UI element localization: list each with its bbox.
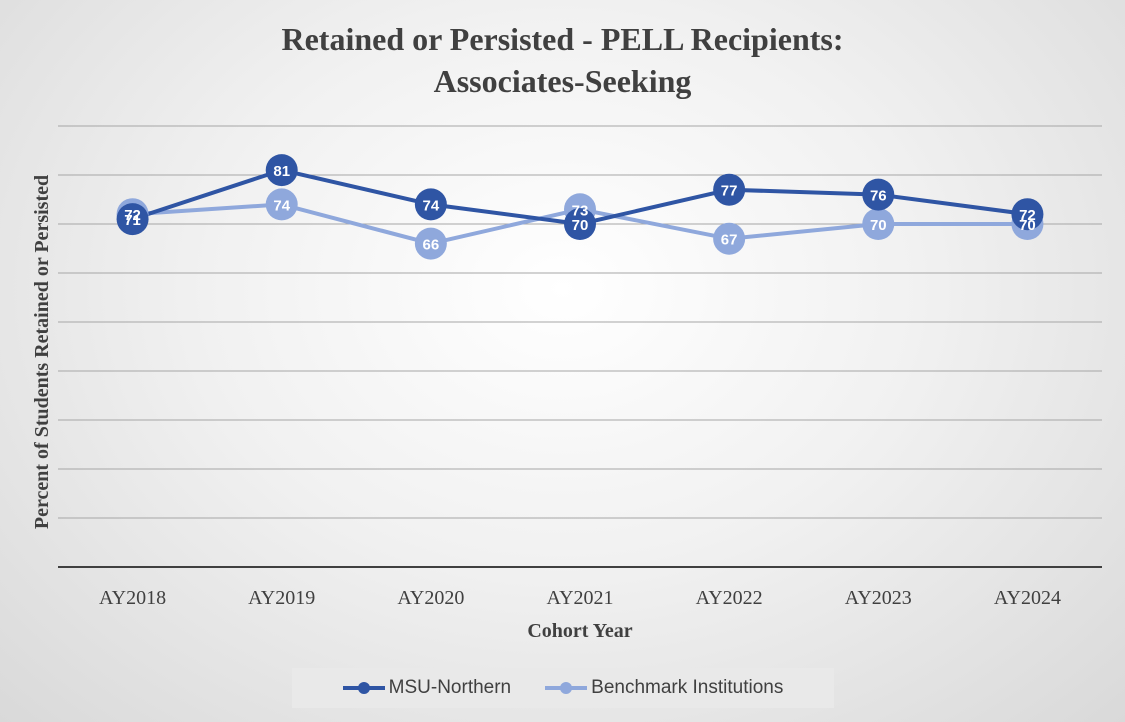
data-point-benchmark-institutions (862, 208, 895, 240)
data-label-msu-northern: 77 (721, 183, 738, 200)
data-point-msu-northern (116, 203, 149, 236)
x-tick-label: AY2022 (696, 587, 763, 609)
legend-swatch-benchmark-institutions (545, 682, 588, 694)
legend-item-msu-northern: MSU-Northern (342, 677, 512, 699)
data-point-msu-northern (862, 178, 895, 211)
x-tick-label: AY2024 (994, 587, 1061, 609)
data-point-benchmark-institutions (713, 222, 746, 255)
data-label-msu-northern: 70 (572, 217, 589, 234)
chart-title-line-1: Retained or Persisted - PELL Recipients: (281, 21, 844, 57)
data-label-msu-northern: 74 (423, 197, 440, 214)
gridlines (58, 125, 1102, 519)
data-point-msu-northern (713, 173, 746, 206)
x-tick-labels: AY2018 AY2019 AY2020 AY2021 AY2022 AY2023 AY20… (99, 587, 1061, 609)
legend-item-benchmark-institutions: Benchmark Institutions (545, 677, 783, 699)
data-label-msu-northern: 71 (124, 212, 141, 229)
y-axis-title: Percent of Students Retained or Persiste… (31, 175, 53, 529)
data-point-msu-northern (414, 188, 447, 221)
chart-title-line-2: Associates-Seeking (433, 63, 692, 99)
data-label-benchmark-institutions: 70 (870, 217, 887, 234)
chart-title: Retained or Persisted - PELL Recipients:… (0, 18, 1125, 102)
data-point-msu-northern (265, 154, 298, 187)
data-label-msu-northern: 81 (273, 163, 290, 180)
data-point-benchmark-institutions (414, 227, 447, 260)
data-label-benchmark-institutions: 72 (124, 207, 141, 224)
x-tick-label: AY2020 (397, 587, 464, 609)
x-tick-label: AY2023 (845, 587, 912, 609)
data-label-benchmark-institutions: 74 (273, 197, 290, 214)
data-label-msu-northern: 76 (870, 188, 887, 205)
legend-label-benchmark-institutions: Benchmark Institutions (591, 677, 784, 698)
data-point-benchmark-institutions (265, 188, 298, 221)
legend-swatch-msu-northern (342, 682, 385, 694)
x-axis-title: Cohort Year (527, 620, 632, 642)
x-tick-label: AY2019 (248, 587, 315, 609)
legend: MSU-Northern Benchmark Institutions (292, 668, 834, 708)
series-markers: 72 74 66 73 67 70 70 71 81 74 70 77 76 72 (116, 154, 1044, 260)
data-label-msu-northern: 72 (1019, 207, 1036, 224)
data-label-benchmark-institutions: 73 (572, 202, 589, 219)
x-tick-label: AY2021 (546, 587, 613, 609)
data-point-msu-northern (564, 208, 596, 240)
data-label-benchmark-institutions: 70 (1019, 217, 1036, 234)
data-point-msu-northern (1011, 198, 1044, 231)
legend-label-msu-northern: MSU-Northern (388, 677, 512, 698)
data-label-benchmark-institutions: 67 (721, 232, 738, 249)
x-tick-label: AY2018 (99, 587, 166, 609)
data-label-benchmark-institutions: 66 (423, 237, 440, 254)
